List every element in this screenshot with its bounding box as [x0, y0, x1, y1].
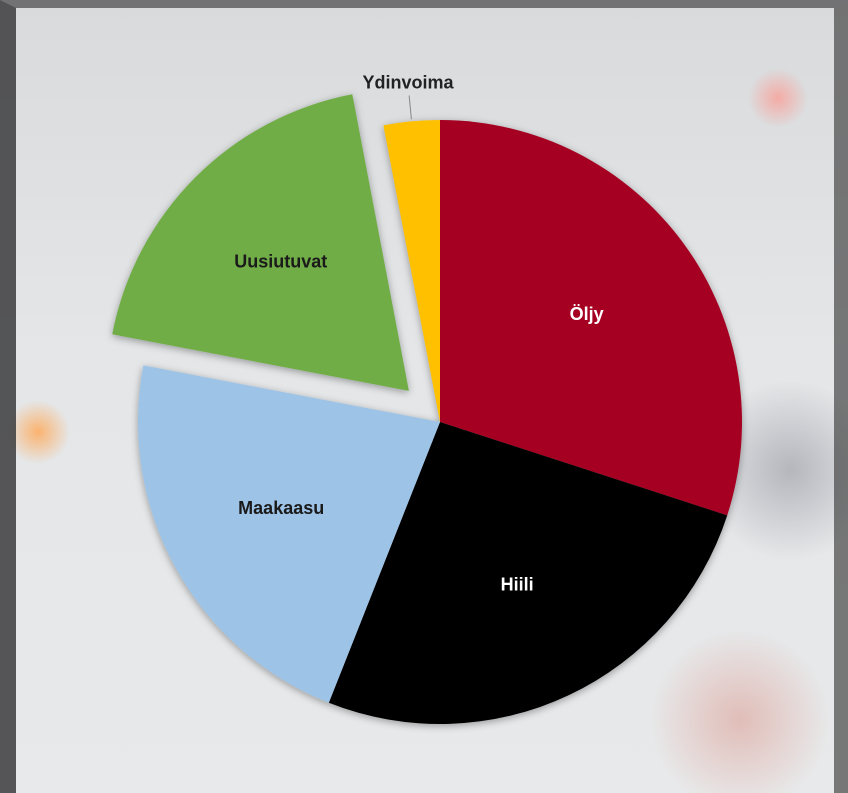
pie-slice	[440, 120, 742, 516]
leader-line	[408, 95, 412, 120]
pie-slice	[328, 422, 728, 724]
pie-slice	[383, 120, 440, 422]
slice-label: Uusiutuvat	[234, 252, 327, 272]
slice-label: Maakaasu	[238, 498, 324, 518]
slice-label: Ydinvoima	[362, 72, 454, 92]
pie-slice	[112, 94, 409, 391]
labels: Öljy Hiili Maakaasu Uusiutuvat Ydinvoima	[234, 72, 603, 594]
slice-label: Hiili	[501, 575, 534, 595]
pie	[112, 94, 742, 724]
pie-slice	[137, 365, 440, 703]
slice-label: Öljy	[570, 304, 604, 324]
